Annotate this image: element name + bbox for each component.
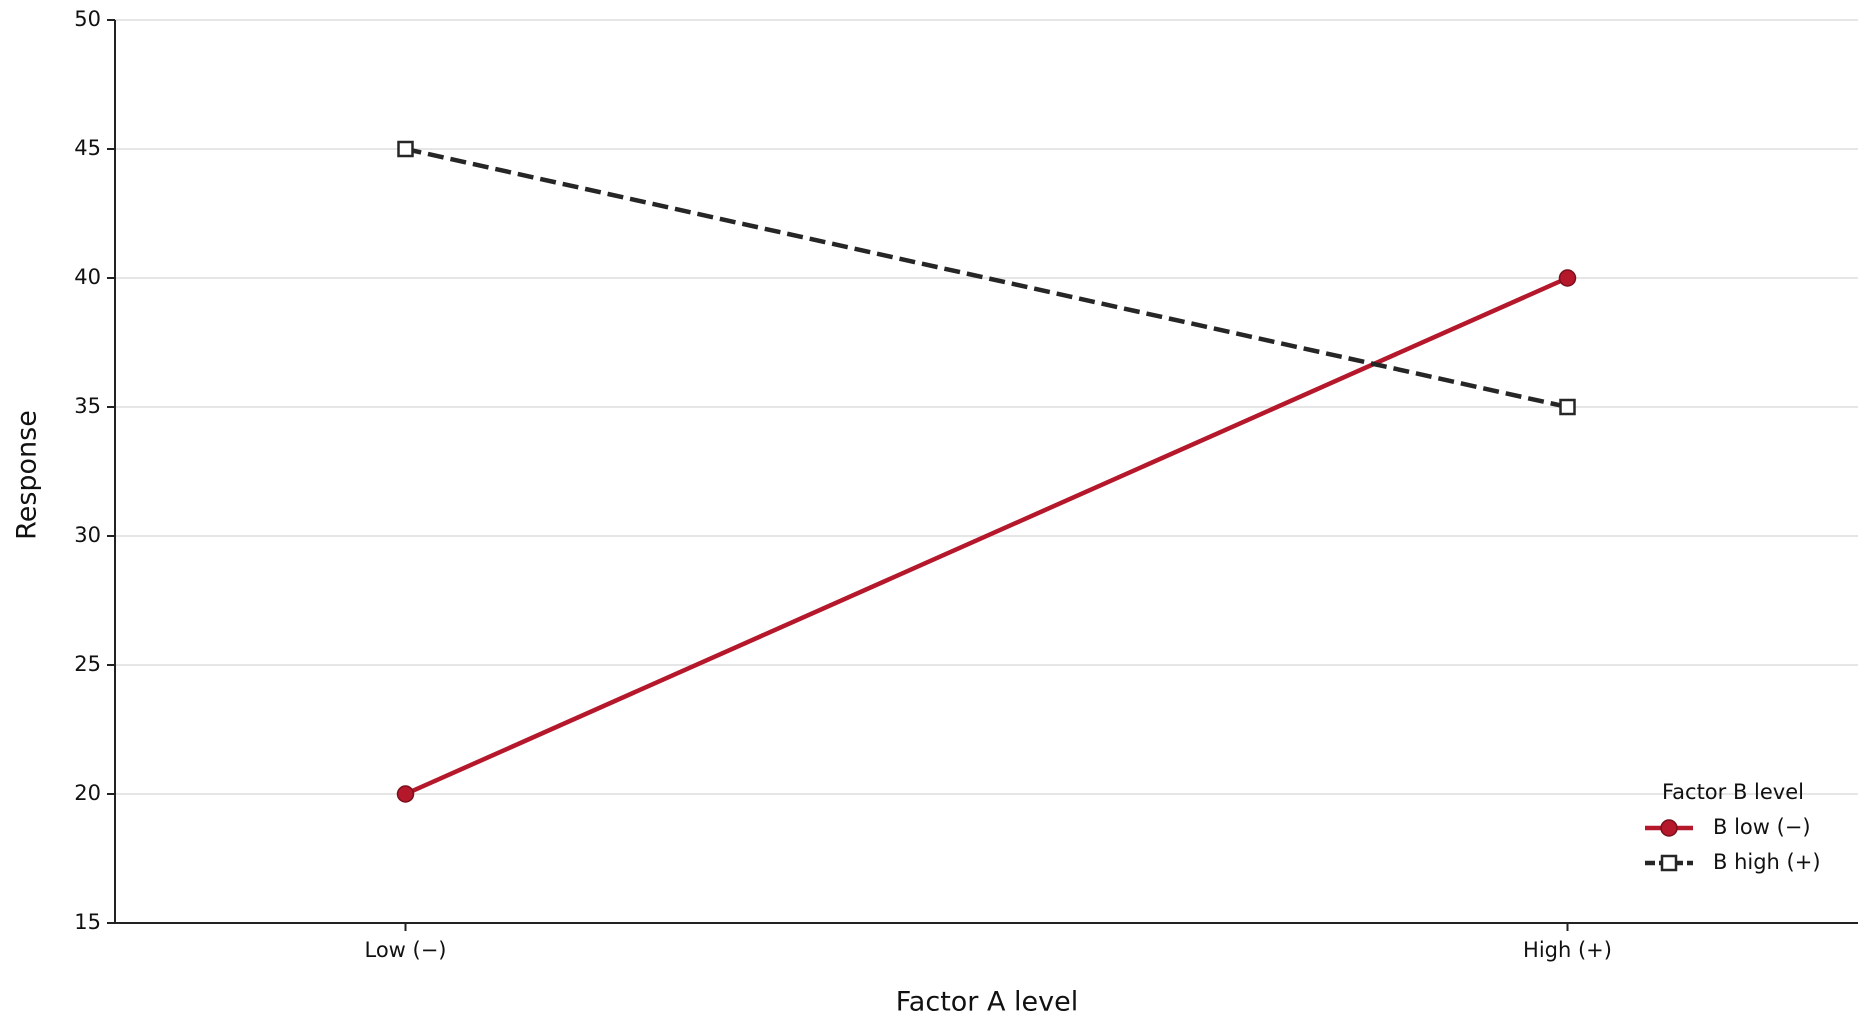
y-tick-label: 45 — [74, 136, 101, 160]
x-axis-label: Factor A level — [896, 987, 1079, 1018]
series-line — [405, 146, 1568, 410]
marker — [1660, 819, 1678, 837]
x-tick-label: Low (−) — [364, 938, 446, 962]
marker — [1660, 854, 1678, 872]
marker — [1559, 398, 1576, 416]
marker — [1558, 269, 1577, 287]
legend-item: B low (−) — [1645, 815, 1811, 839]
y-tick-label: 20 — [74, 781, 101, 805]
marker — [396, 785, 415, 803]
y-axis-label: Response — [12, 410, 43, 540]
x-tick-label: High (+) — [1523, 938, 1612, 962]
y-tick-label: 30 — [74, 523, 101, 547]
legend-title: Factor B level — [1662, 780, 1804, 804]
y-tick-label: 35 — [74, 394, 101, 418]
y-tick-label: 50 — [74, 7, 101, 31]
marker — [397, 140, 414, 158]
legend-label: B high (+) — [1713, 850, 1821, 874]
y-tick-label: 25 — [74, 652, 101, 676]
y-tick-label: 40 — [74, 265, 101, 289]
y-tick-label: 15 — [74, 910, 101, 934]
legend-item: B high (+) — [1645, 850, 1821, 874]
legend-label: B low (−) — [1713, 815, 1811, 839]
